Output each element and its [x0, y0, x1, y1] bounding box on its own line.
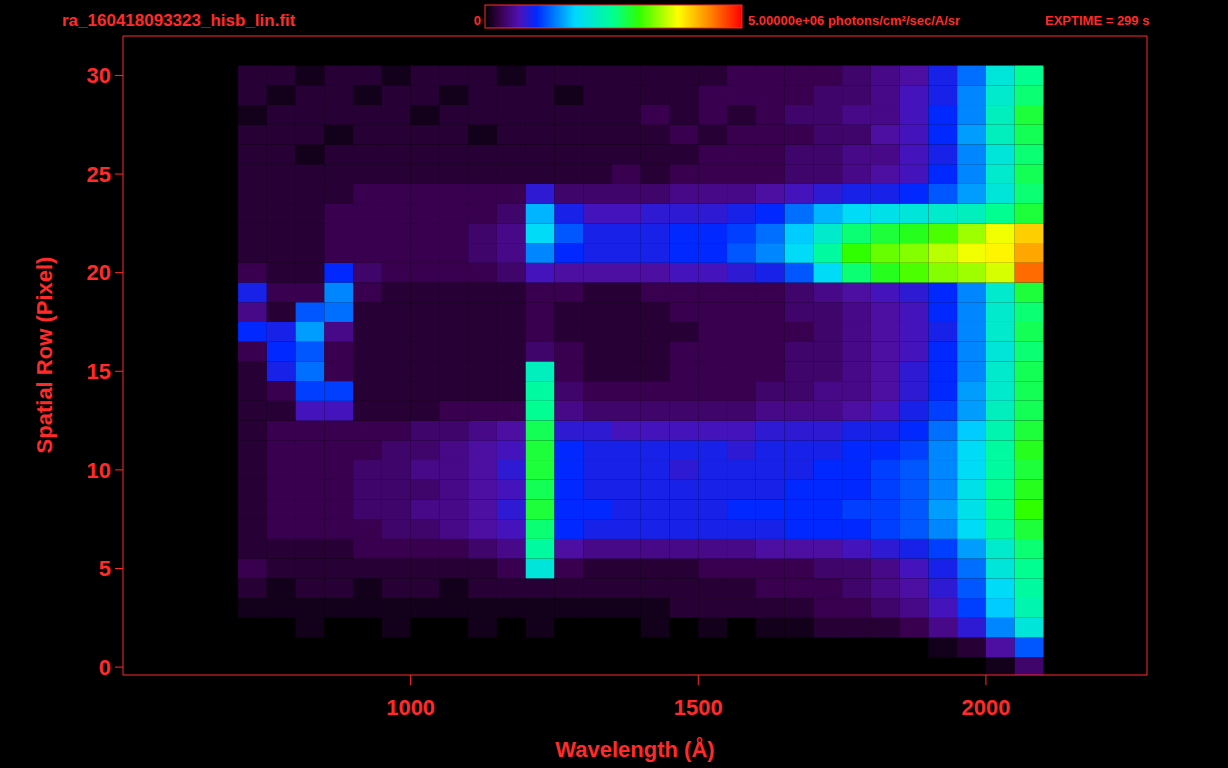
svg-text:1000: 1000	[386, 695, 435, 720]
svg-text:Wavelength (Å): Wavelength (Å)	[555, 736, 714, 762]
svg-text:1500: 1500	[674, 695, 723, 720]
svg-text:EXPTIME = 299 s: EXPTIME = 299 s	[1045, 13, 1149, 28]
svg-text:30: 30	[87, 63, 111, 88]
svg-text:0: 0	[99, 655, 111, 680]
svg-text:0: 0	[474, 13, 481, 28]
svg-text:2000: 2000	[961, 695, 1010, 720]
svg-text:10: 10	[87, 458, 111, 483]
svg-text:25: 25	[87, 162, 111, 187]
svg-text:5: 5	[99, 556, 111, 581]
svg-text:15: 15	[87, 359, 111, 384]
svg-text:20: 20	[87, 260, 111, 285]
svg-text:ra_160418093323_hisb_lin.fit: ra_160418093323_hisb_lin.fit	[62, 11, 296, 30]
svg-text:5.00000e+06 photons/cm²/sec/A/: 5.00000e+06 photons/cm²/sec/A/sr	[748, 13, 960, 28]
svg-text:Spatial Row (Pixel): Spatial Row (Pixel)	[32, 257, 57, 454]
